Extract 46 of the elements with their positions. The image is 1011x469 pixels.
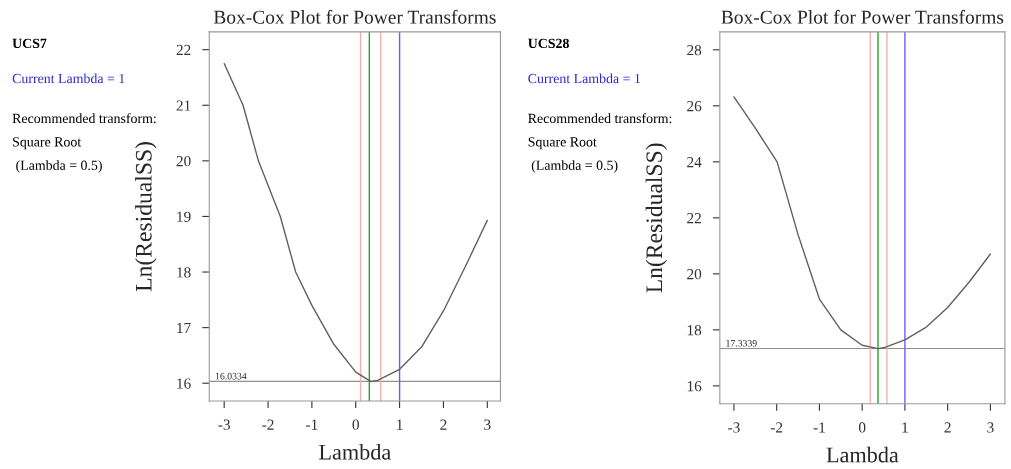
y-tick-label: 22	[176, 44, 191, 55]
text: Current Lambda = 1	[528, 73, 641, 84]
x-tick-label: 2	[944, 422, 951, 433]
y-tick-label: 18	[177, 267, 191, 278]
y-tick-label: 17	[177, 322, 191, 333]
y-tick-label: 21	[176, 100, 191, 111]
y-tick-label: 16	[687, 381, 702, 392]
x-tick-label: 1	[397, 419, 403, 430]
x-tick-label: 0	[352, 419, 359, 430]
ref-line-label: 16.0334	[215, 372, 247, 380]
text: Recommended transform:	[12, 113, 156, 124]
chart-title: Box-Cox Plot for Power Transforms	[721, 9, 1004, 24]
y-axis-title: Ln(ResidualSS)	[645, 143, 668, 293]
y-tick-label: 16	[177, 378, 191, 389]
y-tick-label: 19	[177, 211, 191, 222]
x-tick-label: -2	[262, 419, 274, 430]
x-tick-label: 2	[440, 419, 447, 430]
y-tick-label: 26	[687, 101, 702, 112]
y-tick-label: 18	[687, 325, 702, 336]
y-axis-title: Ln(ResidualSS)	[135, 142, 157, 292]
x-tick-label: 0	[858, 422, 866, 433]
x-tick-label: -1	[813, 422, 825, 433]
x-axis-title: Lambda	[319, 444, 391, 460]
ref-line-label: 17.3339	[726, 340, 757, 347]
y-tick-label: 28	[687, 44, 702, 56]
y-tick-label: 20	[176, 156, 191, 167]
text: UCS7	[12, 38, 47, 49]
x-tick-label: -3	[728, 422, 740, 433]
y-tick-label: 20	[687, 269, 702, 280]
x-tick-label: -1	[306, 419, 318, 430]
x-tick-label: -2	[770, 422, 783, 433]
chart-title: Box-Cox Plot for Power Transforms	[213, 9, 496, 24]
y-tick-label: 24	[687, 157, 702, 168]
x-tick-label: -3	[218, 419, 230, 430]
text: Current Lambda = 1	[12, 73, 125, 84]
text: Square Root	[13, 137, 82, 150]
text: UCS28	[528, 38, 569, 49]
text: Recommended transform:	[528, 113, 672, 124]
x-tick-label: 3	[484, 419, 491, 430]
x-tick-label: 1	[902, 422, 908, 433]
text: Square Root	[528, 137, 597, 150]
text: (Lambda = 0.5)	[16, 160, 102, 173]
y-tick-label: 22	[687, 213, 701, 224]
text: (Lambda = 0.5)	[531, 160, 618, 173]
x-axis-title: Lambda	[826, 446, 899, 463]
x-tick-label: 3	[987, 422, 994, 433]
